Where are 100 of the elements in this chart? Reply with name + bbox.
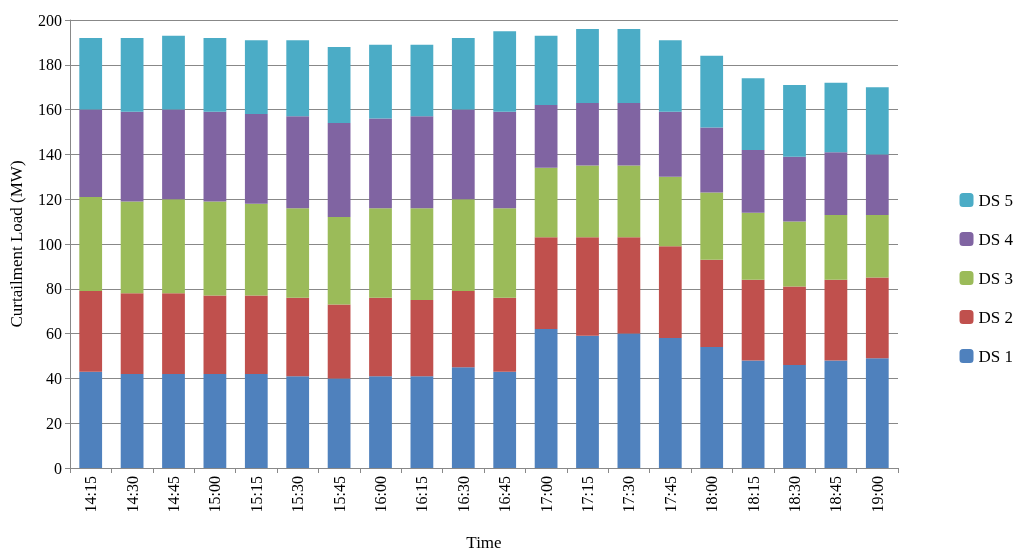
bar (865, 277, 889, 359)
x-tick-label: 15:45 (330, 476, 348, 513)
bar (327, 304, 351, 379)
y-tick-label: 160 (38, 101, 62, 119)
bar (617, 165, 641, 238)
bar (120, 201, 144, 294)
bar (576, 335, 599, 468)
bar (451, 37, 475, 110)
bar (203, 373, 227, 468)
bar (865, 154, 889, 215)
bar (451, 199, 475, 292)
x-tick-label: 14:45 (165, 476, 182, 513)
bar (286, 208, 310, 298)
legend-label: DS 3 (978, 268, 1013, 288)
bar (203, 111, 227, 202)
y-tick-label: 200 (38, 11, 62, 29)
bar (658, 246, 682, 339)
bar (534, 105, 558, 168)
y-tick-label: 100 (38, 235, 62, 253)
bar (534, 35, 558, 106)
x-tick-label: 18:15 (744, 476, 762, 513)
legend-label: DS 5 (978, 190, 1013, 210)
bar (700, 192, 724, 260)
bar (741, 212, 765, 280)
bar (410, 376, 434, 468)
x-tick-label: 16:15 (413, 476, 431, 513)
bar (824, 152, 848, 215)
bar (162, 373, 185, 468)
bar (576, 237, 599, 336)
bar (120, 37, 144, 112)
x-tick-label: 19:00 (868, 476, 886, 513)
bar (741, 279, 765, 361)
bar (162, 35, 185, 110)
bar (824, 82, 848, 153)
y-tick-label: 80 (46, 280, 62, 298)
bar (120, 111, 144, 202)
bar (79, 291, 103, 372)
bar (79, 371, 103, 468)
bar (493, 208, 517, 298)
bar (120, 293, 144, 374)
bar (369, 376, 392, 468)
y-tick-label: 180 (38, 56, 62, 74)
bar (286, 376, 310, 468)
bar (410, 116, 434, 209)
x-tick-label: 15:00 (206, 476, 224, 513)
y-tick-label: 40 (46, 369, 62, 387)
bar (369, 44, 392, 119)
bar (327, 217, 351, 305)
bar (700, 55, 724, 128)
bar (244, 114, 268, 204)
bar (451, 109, 475, 200)
bar (79, 196, 103, 292)
bar (824, 360, 848, 468)
bar (700, 347, 724, 468)
bar (783, 84, 806, 157)
bar (617, 28, 641, 103)
bar (162, 109, 185, 200)
y-tick-label: 120 (38, 190, 62, 208)
bar (741, 360, 765, 468)
bar (658, 176, 682, 247)
x-tick-label: 18:45 (827, 476, 845, 513)
bar (783, 156, 806, 222)
bar (120, 373, 144, 468)
x-tick-label: 17:00 (537, 476, 555, 513)
bar (576, 102, 599, 166)
bar (203, 295, 227, 374)
bar (658, 40, 682, 112)
bar (783, 364, 806, 468)
bar (576, 28, 599, 103)
bar (451, 367, 475, 468)
bar (865, 358, 889, 468)
bar (162, 293, 185, 374)
bar (162, 199, 185, 294)
bar (286, 297, 310, 377)
bar (576, 165, 599, 238)
y-tick-label: 140 (38, 145, 62, 163)
bar (369, 118, 392, 209)
bar (327, 123, 351, 218)
bar (244, 203, 268, 296)
bar (244, 373, 268, 468)
x-tick-label: 14:30 (123, 476, 141, 513)
bar (493, 297, 517, 372)
bar (741, 149, 765, 213)
bar (327, 378, 351, 468)
bar (369, 297, 392, 377)
legend-label: DS 2 (978, 307, 1013, 327)
x-tick-label: 16:30 (454, 476, 472, 513)
bar (824, 279, 848, 361)
bar (617, 102, 641, 166)
bar (203, 37, 227, 112)
bar (410, 300, 434, 377)
bar (658, 111, 682, 177)
bar (327, 46, 351, 124)
bar (865, 87, 889, 155)
legend-label: DS 1 (978, 346, 1013, 366)
bar (617, 237, 641, 334)
bar (534, 237, 558, 330)
bar (617, 333, 641, 468)
bar (244, 295, 268, 374)
bar (741, 78, 765, 150)
